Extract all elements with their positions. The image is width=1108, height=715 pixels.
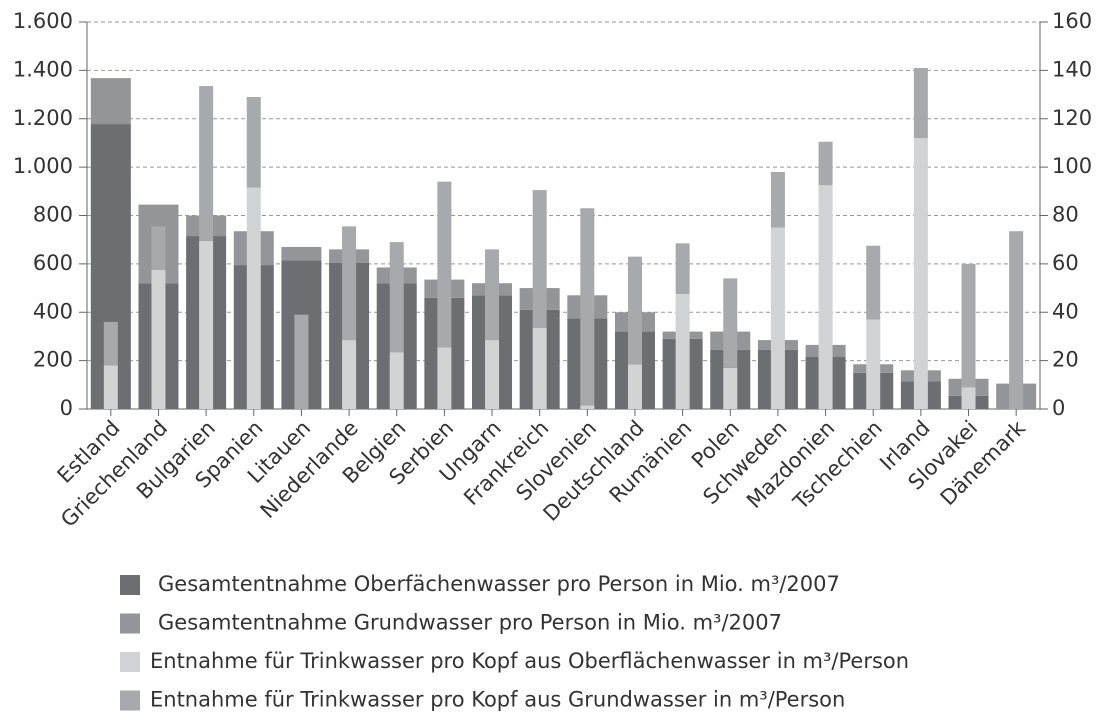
bar [627,364,642,409]
bar [485,249,500,341]
bar [675,243,690,295]
y2-tick-label: 0 [1052,396,1065,420]
bar [103,321,118,366]
legend-label: Entnahme für Trinkwasser pro Kopf aus Ob… [150,649,909,673]
y-tick-label: 0 [60,396,73,420]
y2-tick-label: 120 [1052,106,1092,130]
bar [532,190,547,328]
bar [866,245,881,320]
bar [818,141,833,186]
y2-tick-label: 100 [1052,154,1092,178]
bar [723,367,738,409]
y-tick-label: 1.400 [13,57,73,81]
bar [627,256,642,365]
y2-tick-label: 140 [1052,57,1092,81]
bar [389,352,404,409]
y2-tick-label: 60 [1052,251,1079,275]
bar [961,263,976,388]
bar [1009,231,1024,409]
bar [485,340,500,409]
bar [723,278,738,368]
bar [961,387,976,409]
legend-label: Gesamtentnahme Oberfächenwasser pro Pers… [158,572,840,596]
y-tick-label: 200 [33,348,73,372]
bar [437,181,452,348]
y2-tick-label: 20 [1052,348,1079,372]
legend-label: Entnahme für Trinkwasser pro Kopf aus Gr… [150,688,845,712]
bar [532,327,547,409]
bar [389,242,404,353]
legend-swatch [120,613,140,634]
bar [580,208,595,406]
bar [342,226,357,341]
y2-tick-label: 160 [1052,9,1092,33]
legend-swatch [120,652,140,672]
bar [281,246,322,261]
legend-label: Gesamtentnahme Grundwasser pro Person in… [158,611,782,635]
y-tick-label: 600 [33,251,73,275]
legend-swatch [120,690,140,711]
bar [151,226,166,270]
bar [913,67,928,139]
bar [246,187,261,409]
bar [246,96,261,188]
y-tick-label: 1.200 [13,106,73,130]
y-tick-label: 400 [33,299,73,323]
bar [675,294,690,409]
bar [437,347,452,409]
bar [866,319,881,409]
legend-swatch [120,575,140,595]
y-tick-label: 800 [33,203,73,227]
bar [103,365,118,409]
bar [199,86,214,241]
bar [818,185,833,409]
y-tick-label: 1.000 [13,154,73,178]
bar [770,171,785,228]
bar [342,340,357,409]
bar [580,405,595,409]
y2-tick-label: 40 [1052,299,1079,323]
bar [913,138,928,409]
bar [90,78,131,125]
bar [770,227,785,409]
bar [294,314,309,409]
bar [151,269,166,409]
bar [199,240,214,409]
y-tick-label: 1.600 [13,9,73,33]
y2-tick-label: 80 [1052,203,1079,227]
